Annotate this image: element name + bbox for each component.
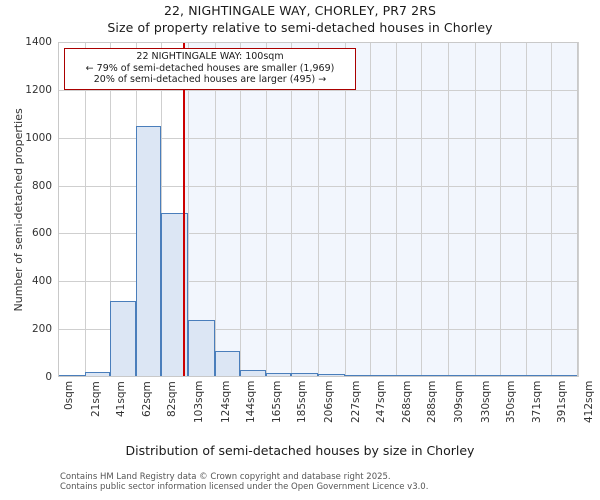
x-axis-label: Distribution of semi-detached houses by … [125,443,475,458]
histogram-bar [136,125,162,377]
chart-title: 22, NIGHTINGALE WAY, CHORLEY, PR7 2RS [163,3,437,18]
property-annotation-box: 22 NIGHTINGALE WAY: 100sqm ← 79% of semi… [64,48,356,90]
x-axis-tick-label: 124sqm [219,380,232,423]
x-axis-tick-label: 103sqm [193,380,205,423]
x-axis-tick-label: 41sqm [114,381,127,417]
gridline-vertical [499,42,501,377]
histogram-bar [239,369,267,377]
footer-line-1: Contains HM Land Registry data © Crown c… [60,472,391,482]
histogram-bar [266,372,292,377]
histogram-bar [526,375,552,377]
annotation-line-1: 22 NIGHTINGALE WAY: 100sqm [136,51,284,62]
x-axis-tick-label: 144sqm [244,380,257,423]
gridline-vertical [214,42,216,377]
x-axis-tick-label: 371sqm [531,380,544,423]
annotation-line-2: ← 79% of semi-detached houses are smalle… [85,62,335,74]
gridline-vertical [84,42,86,377]
y-axis-tick-label: 600 [31,227,52,240]
x-axis-tick-label: 165sqm [271,380,284,423]
x-axis-tick-label: 206sqm [323,380,335,423]
y-axis-tick-label: 800 [31,179,52,192]
histogram-bar [344,375,370,377]
chart-subtitle: Size of property relative to semi-detach… [107,20,493,35]
gridline-vertical [161,42,163,377]
y-axis-tick-label: 1000 [25,131,52,144]
x-axis-tick-label: 391sqm [556,380,569,423]
gridline-vertical [396,42,398,377]
x-axis-tick-label: 185sqm [296,380,309,423]
gridline-vertical [239,42,241,377]
gridline-vertical [474,42,476,377]
x-axis-tick-label: 82sqm [166,381,179,417]
gridline-vertical [266,42,268,377]
y-axis-tick-label: 1400 [25,36,52,48]
x-axis-tick-label: 247sqm [374,380,387,423]
y-axis-tick-label: 200 [31,323,52,336]
footer-line-2: Contains public sector information licen… [60,482,429,492]
histogram-bar [318,374,345,377]
gridline-vertical [551,42,553,377]
x-axis-tick-label: 350sqm [504,380,517,423]
histogram-bar [188,320,215,377]
attribution-footer: Contains HM Land Registry data © Crown c… [60,472,580,492]
histogram-bar [551,375,578,377]
y-axis-tick-label: 400 [31,275,52,288]
histogram-bar [448,375,475,377]
histogram-bar [214,351,240,377]
x-axis-tick-label: 288sqm [426,380,439,423]
gridline-vertical [578,42,579,377]
gridline-vertical [318,42,319,377]
plot-area [58,42,579,377]
x-axis-tick-label: 330sqm [479,380,492,423]
histogram-bar [369,375,397,377]
histogram-bar [84,372,110,377]
gridline-vertical [369,42,371,377]
gridline-vertical [448,42,449,377]
histogram-bar [109,300,137,377]
x-axis-tick-label: 0sqm [63,380,75,410]
histogram-bar [474,375,500,377]
x-axis-tick-label: 62sqm [141,381,154,417]
gridline-vertical [344,42,346,377]
gridline-vertical [421,42,423,377]
y-axis-tick-label: 0 [45,371,52,383]
gridline-vertical [188,42,189,377]
histogram-bar [396,375,422,377]
histogram-bar [58,375,85,377]
y-axis-label: Number of semi-detached properties [12,107,25,311]
histogram-bar [499,375,527,377]
x-axis-tick-label: 412sqm [583,380,595,423]
gridline-vertical [109,42,111,377]
x-axis-tick-label: 21sqm [89,381,102,417]
x-axis-tick-label: 268sqm [401,380,414,423]
annotation-line-3: 20% of semi-detached houses are larger (… [93,74,327,85]
histogram-bar [421,375,448,377]
gridline-vertical [291,42,293,377]
y-axis-tick-label: 1200 [25,83,52,96]
x-axis-tick-label: 227sqm [349,380,362,423]
gridline-vertical [526,42,528,377]
x-axis-tick-label: 309sqm [453,380,465,423]
histogram-bar [291,373,318,377]
larger-region-shading [184,42,578,377]
property-size-marker [183,42,186,377]
